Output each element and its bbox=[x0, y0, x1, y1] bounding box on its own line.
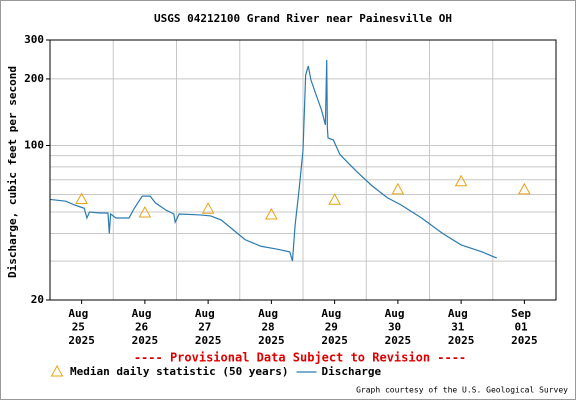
legend-item: Median daily statistic (50 years) bbox=[50, 364, 289, 378]
legend-symbol bbox=[50, 364, 64, 377]
legend-label: Discharge bbox=[322, 365, 382, 378]
plot-border bbox=[49, 39, 557, 301]
legend-label: Median daily statistic (50 years) bbox=[70, 365, 289, 378]
median-marker bbox=[391, 182, 405, 195]
y-tick-label: 20 bbox=[31, 293, 44, 306]
notice: ---- Provisional Data Subject to Revisio… bbox=[134, 351, 466, 365]
credit: Graph courtesy of the U.S. Geological Su… bbox=[356, 386, 568, 395]
median-marker bbox=[454, 174, 468, 187]
x-tick-label: Aug 31 2025 bbox=[448, 307, 475, 347]
x-tick-label: Sep 01 2025 bbox=[511, 307, 538, 347]
median-marker bbox=[328, 193, 341, 205]
y-tick-label: 300 bbox=[24, 33, 44, 46]
median-marker bbox=[201, 202, 215, 214]
x-tick-label: Aug 25 2025 bbox=[68, 307, 95, 347]
x-tick-label: Aug 29 2025 bbox=[321, 307, 348, 347]
y-tick-label: 100 bbox=[24, 138, 44, 151]
median-marker bbox=[265, 207, 278, 220]
y-tick-label: 200 bbox=[24, 72, 44, 85]
x-tick-label: Aug 27 2025 bbox=[195, 307, 222, 347]
chart-title: USGS 04212100 Grand River near Painesvil… bbox=[154, 12, 452, 25]
x-tick-label: Aug 28 2025 bbox=[258, 307, 285, 347]
y-axis-label: Discharge, cubic feet per second bbox=[6, 66, 19, 278]
x-tick-label: Aug 30 2025 bbox=[385, 307, 412, 347]
x-tick-label: Aug 26 2025 bbox=[132, 307, 159, 347]
median-marker bbox=[75, 192, 88, 204]
discharge-line bbox=[49, 59, 497, 262]
median-marker bbox=[138, 205, 152, 218]
legend-item: Discharge bbox=[296, 365, 382, 378]
median-marker bbox=[518, 182, 531, 195]
